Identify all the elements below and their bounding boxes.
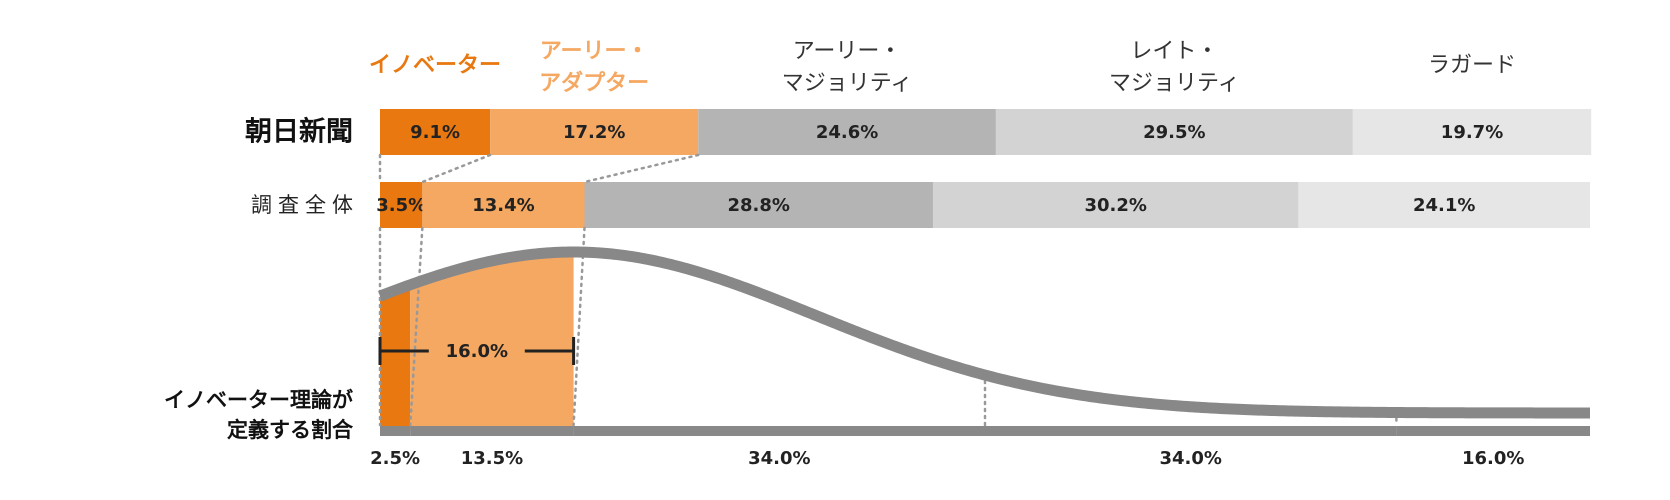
value-label: 24.6% xyxy=(816,122,878,143)
baseline-segment xyxy=(573,426,985,436)
bar-segment xyxy=(932,182,1299,228)
theory-value-label: 34.0% xyxy=(748,448,810,469)
value-label: 30.2% xyxy=(1084,195,1146,216)
bar-segment xyxy=(422,182,585,228)
segment-header: ラガード xyxy=(1428,53,1516,78)
value-label: 29.5% xyxy=(1143,122,1205,143)
baseline-segment xyxy=(985,426,1397,436)
connector xyxy=(572,226,586,427)
bar-segment xyxy=(490,109,699,155)
row-label: 朝日新聞 xyxy=(245,116,353,148)
segment-header: イノベーター xyxy=(369,53,501,78)
curve-area xyxy=(380,284,411,431)
theory-value-label: 16.0% xyxy=(1462,448,1524,469)
value-label: 9.1% xyxy=(410,122,460,143)
value-label: 3.5% xyxy=(376,195,426,216)
bar-segment xyxy=(584,182,933,228)
segment-header: マジョリティ xyxy=(782,71,913,96)
theory-value-label: 13.5% xyxy=(461,448,523,469)
value-label: 17.2% xyxy=(563,122,625,143)
segment-header: アダプター xyxy=(539,70,649,96)
curve-area xyxy=(410,252,574,431)
theory-label: イノベーター理論が xyxy=(164,388,353,412)
segment-header: アーリー・ xyxy=(540,39,649,64)
baseline-segment xyxy=(1396,426,1590,436)
bar-segment xyxy=(380,109,491,155)
theory-value-label: 2.5% xyxy=(370,448,420,469)
bell-curve xyxy=(378,246,1590,419)
theory-value-label: 34.0% xyxy=(1159,448,1221,469)
connector xyxy=(421,153,492,184)
bar-segment xyxy=(698,109,996,155)
bar-segment xyxy=(1298,182,1590,228)
baseline-segment xyxy=(410,426,574,436)
segment-header: マジョリティ xyxy=(1109,71,1240,96)
bar-segment xyxy=(995,109,1353,155)
connector xyxy=(583,153,700,184)
bracket-label: 16.0% xyxy=(446,341,508,362)
bar-segment xyxy=(380,182,423,228)
value-label: 19.7% xyxy=(1441,122,1503,143)
bar-segment xyxy=(1352,109,1592,155)
segment-header: アーリー・ xyxy=(793,39,902,64)
value-label: 13.4% xyxy=(472,195,534,216)
baseline-segment xyxy=(380,426,411,436)
connector xyxy=(409,226,424,427)
value-label: 24.1% xyxy=(1413,195,1475,216)
row-label: 調査全体 xyxy=(251,193,359,217)
segment-header: レイト・ xyxy=(1130,39,1218,64)
value-label: 28.8% xyxy=(728,195,790,216)
theory-label: 定義する割合 xyxy=(227,418,354,442)
